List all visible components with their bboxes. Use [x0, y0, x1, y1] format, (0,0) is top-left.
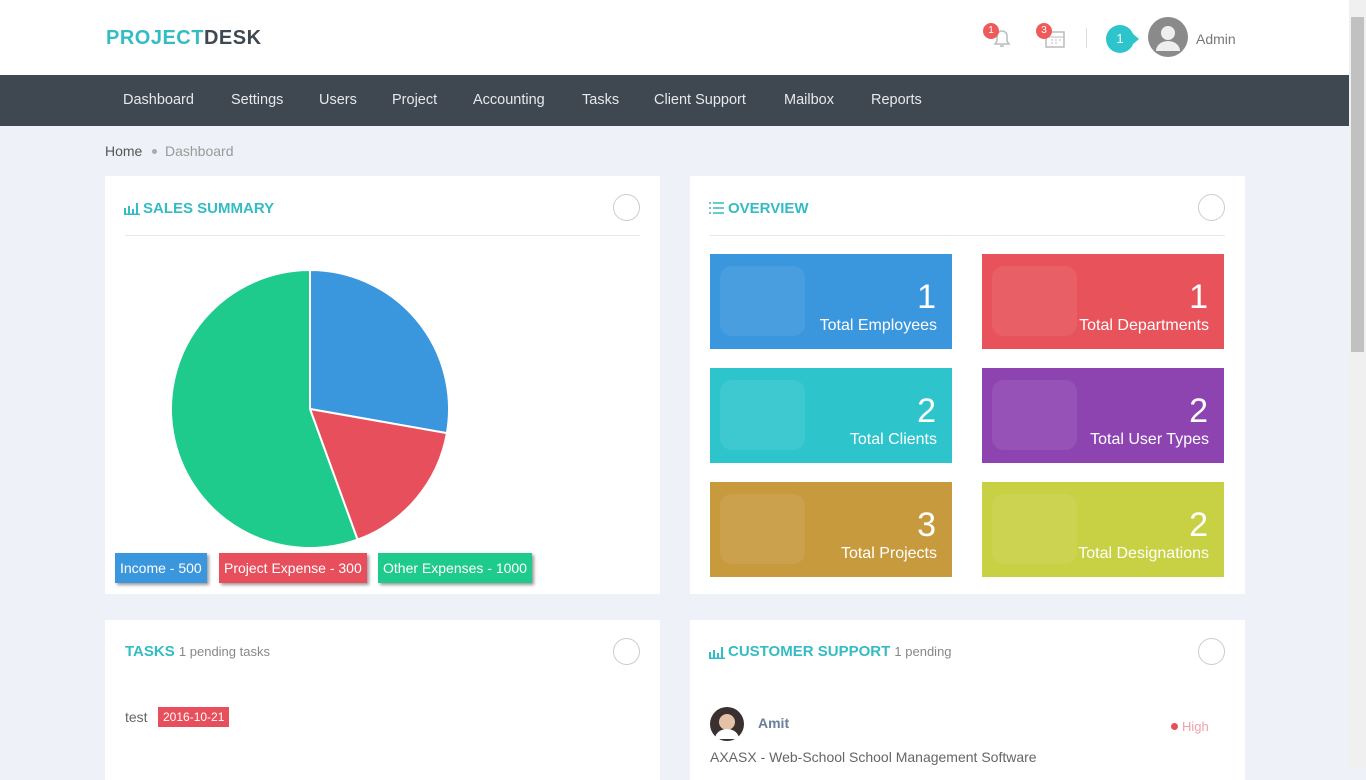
- nav-item[interactable]: Users: [319, 92, 357, 108]
- notification-badge: 1: [983, 23, 999, 39]
- pie-slice: [170, 268, 359, 549]
- message-bubble[interactable]: [1105, 24, 1141, 54]
- panel-title: TASKS 1 pending tasks: [125, 643, 270, 660]
- calendar-badge: 3: [1036, 23, 1052, 39]
- task-name[interactable]: test: [125, 709, 148, 725]
- tile-label: Total User Types: [1090, 431, 1209, 448]
- divider: [710, 235, 1225, 236]
- nav-item[interactable]: Accounting: [473, 92, 545, 108]
- tile-value: 2: [1189, 506, 1208, 544]
- ticket-priority: High: [1182, 719, 1209, 734]
- tile-label: Total Employees: [819, 317, 937, 334]
- title-text: TASKS: [125, 643, 175, 660]
- tasks-panel: TASKS 1 pending tasks test 2016-10-21: [105, 620, 660, 780]
- chart-icon: [124, 203, 140, 215]
- tile-decoration: [720, 380, 805, 450]
- divider: [1086, 28, 1087, 48]
- support-panel: CUSTOMER SUPPORT 1 pending Amit High AXA…: [690, 620, 1245, 780]
- scroll-thumb[interactable]: [1351, 17, 1364, 352]
- user-name[interactable]: Admin: [1196, 31, 1236, 47]
- tile-decoration: [720, 266, 805, 336]
- tile-value: 1: [1189, 278, 1208, 316]
- tile-label: Total Designations: [1078, 545, 1209, 562]
- pie-slice: [308, 407, 449, 541]
- tile-label: Total Projects: [840, 545, 937, 562]
- tile-value: 3: [917, 506, 936, 544]
- panel-title: CUSTOMER SUPPORT 1 pending: [728, 643, 952, 660]
- tile-decoration: [720, 494, 805, 564]
- stat-tile[interactable]: 1 Total Departments: [982, 254, 1224, 349]
- breadcrumb-current: Dashboard: [165, 143, 234, 159]
- tile-label: Total Departments: [1079, 317, 1209, 334]
- stat-tile[interactable]: 1 Total Employees: [710, 254, 952, 349]
- task-date: 2016-10-21: [158, 707, 230, 727]
- expand-button[interactable]: [613, 638, 640, 665]
- nav-item[interactable]: Dashboard: [123, 92, 194, 108]
- logo-second: DESK: [203, 27, 262, 49]
- pie-slice: [309, 268, 450, 435]
- expand-button[interactable]: [1198, 638, 1225, 665]
- ticket-name[interactable]: Amit: [758, 715, 790, 731]
- stat-tile[interactable]: 2 Total Designations: [982, 482, 1224, 577]
- breadcrumb-home[interactable]: Home: [105, 143, 143, 159]
- sales-panel: SALES SUMMARY Income - 500 Project Expens…: [105, 176, 660, 594]
- tile-value: 2: [1189, 392, 1208, 430]
- nav-item[interactable]: Reports: [871, 92, 922, 108]
- nav-item[interactable]: Mailbox: [784, 92, 834, 108]
- nav-bar: Dashboard Settings Users Project Accounting T…: [0, 75, 1349, 126]
- stat-tile[interactable]: 3 Total Projects: [710, 482, 952, 577]
- header: PROJECTDESK 1 3 1 Admin: [0, 0, 1349, 75]
- nav-item[interactable]: Project: [392, 92, 438, 108]
- overview-panel: OVERVIEW 1 Total Employees 1 Total Departme…: [690, 176, 1245, 594]
- nav-item[interactable]: Settings: [231, 92, 284, 108]
- logo[interactable]: PROJECTDESK: [106, 27, 262, 50]
- ticket-subject: AXASX - Web-School School Management Sof…: [710, 749, 1037, 765]
- title-text: CUSTOMER SUPPORT: [728, 643, 891, 660]
- legend-item: Other Expenses - 1000: [378, 553, 532, 583]
- legend-item: Income - 500: [115, 553, 207, 583]
- message-count: 1: [1116, 31, 1124, 46]
- expand-button[interactable]: [613, 194, 640, 221]
- divider: [125, 235, 640, 236]
- stat-tile[interactable]: 2 Total Clients: [710, 368, 952, 463]
- nav-item[interactable]: Tasks: [582, 92, 620, 108]
- scrollbar: [1349, 0, 1366, 768]
- tile-value: 1: [917, 278, 936, 316]
- tile-decoration: [992, 494, 1077, 564]
- logo-first: PROJECT: [106, 27, 204, 49]
- panel-title: OVERVIEW: [728, 200, 809, 217]
- breadcrumb-dot: [152, 149, 157, 154]
- pie-chart: [170, 268, 450, 549]
- expand-button[interactable]: [1198, 194, 1225, 221]
- priority-dot: [1171, 723, 1178, 730]
- panel-title: SALES SUMMARY: [143, 200, 275, 217]
- subtitle: 1 pending: [894, 644, 952, 659]
- nav-item[interactable]: Client Support: [654, 92, 746, 108]
- tile-label: Total Clients: [849, 431, 937, 448]
- tile-decoration: [992, 266, 1077, 336]
- subtitle: 1 pending tasks: [178, 644, 270, 659]
- calendar-icon[interactable]: [1043, 28, 1067, 50]
- tile-decoration: [992, 380, 1077, 450]
- tile-value: 2: [917, 392, 936, 430]
- chart-icon: [709, 647, 725, 659]
- ticket-avatar: [710, 707, 744, 741]
- avatar[interactable]: [1148, 17, 1188, 57]
- legend-item: Project Expense - 300: [219, 553, 367, 583]
- stat-tile[interactable]: 2 Total User Types: [982, 368, 1224, 463]
- list-icon: [709, 202, 724, 214]
